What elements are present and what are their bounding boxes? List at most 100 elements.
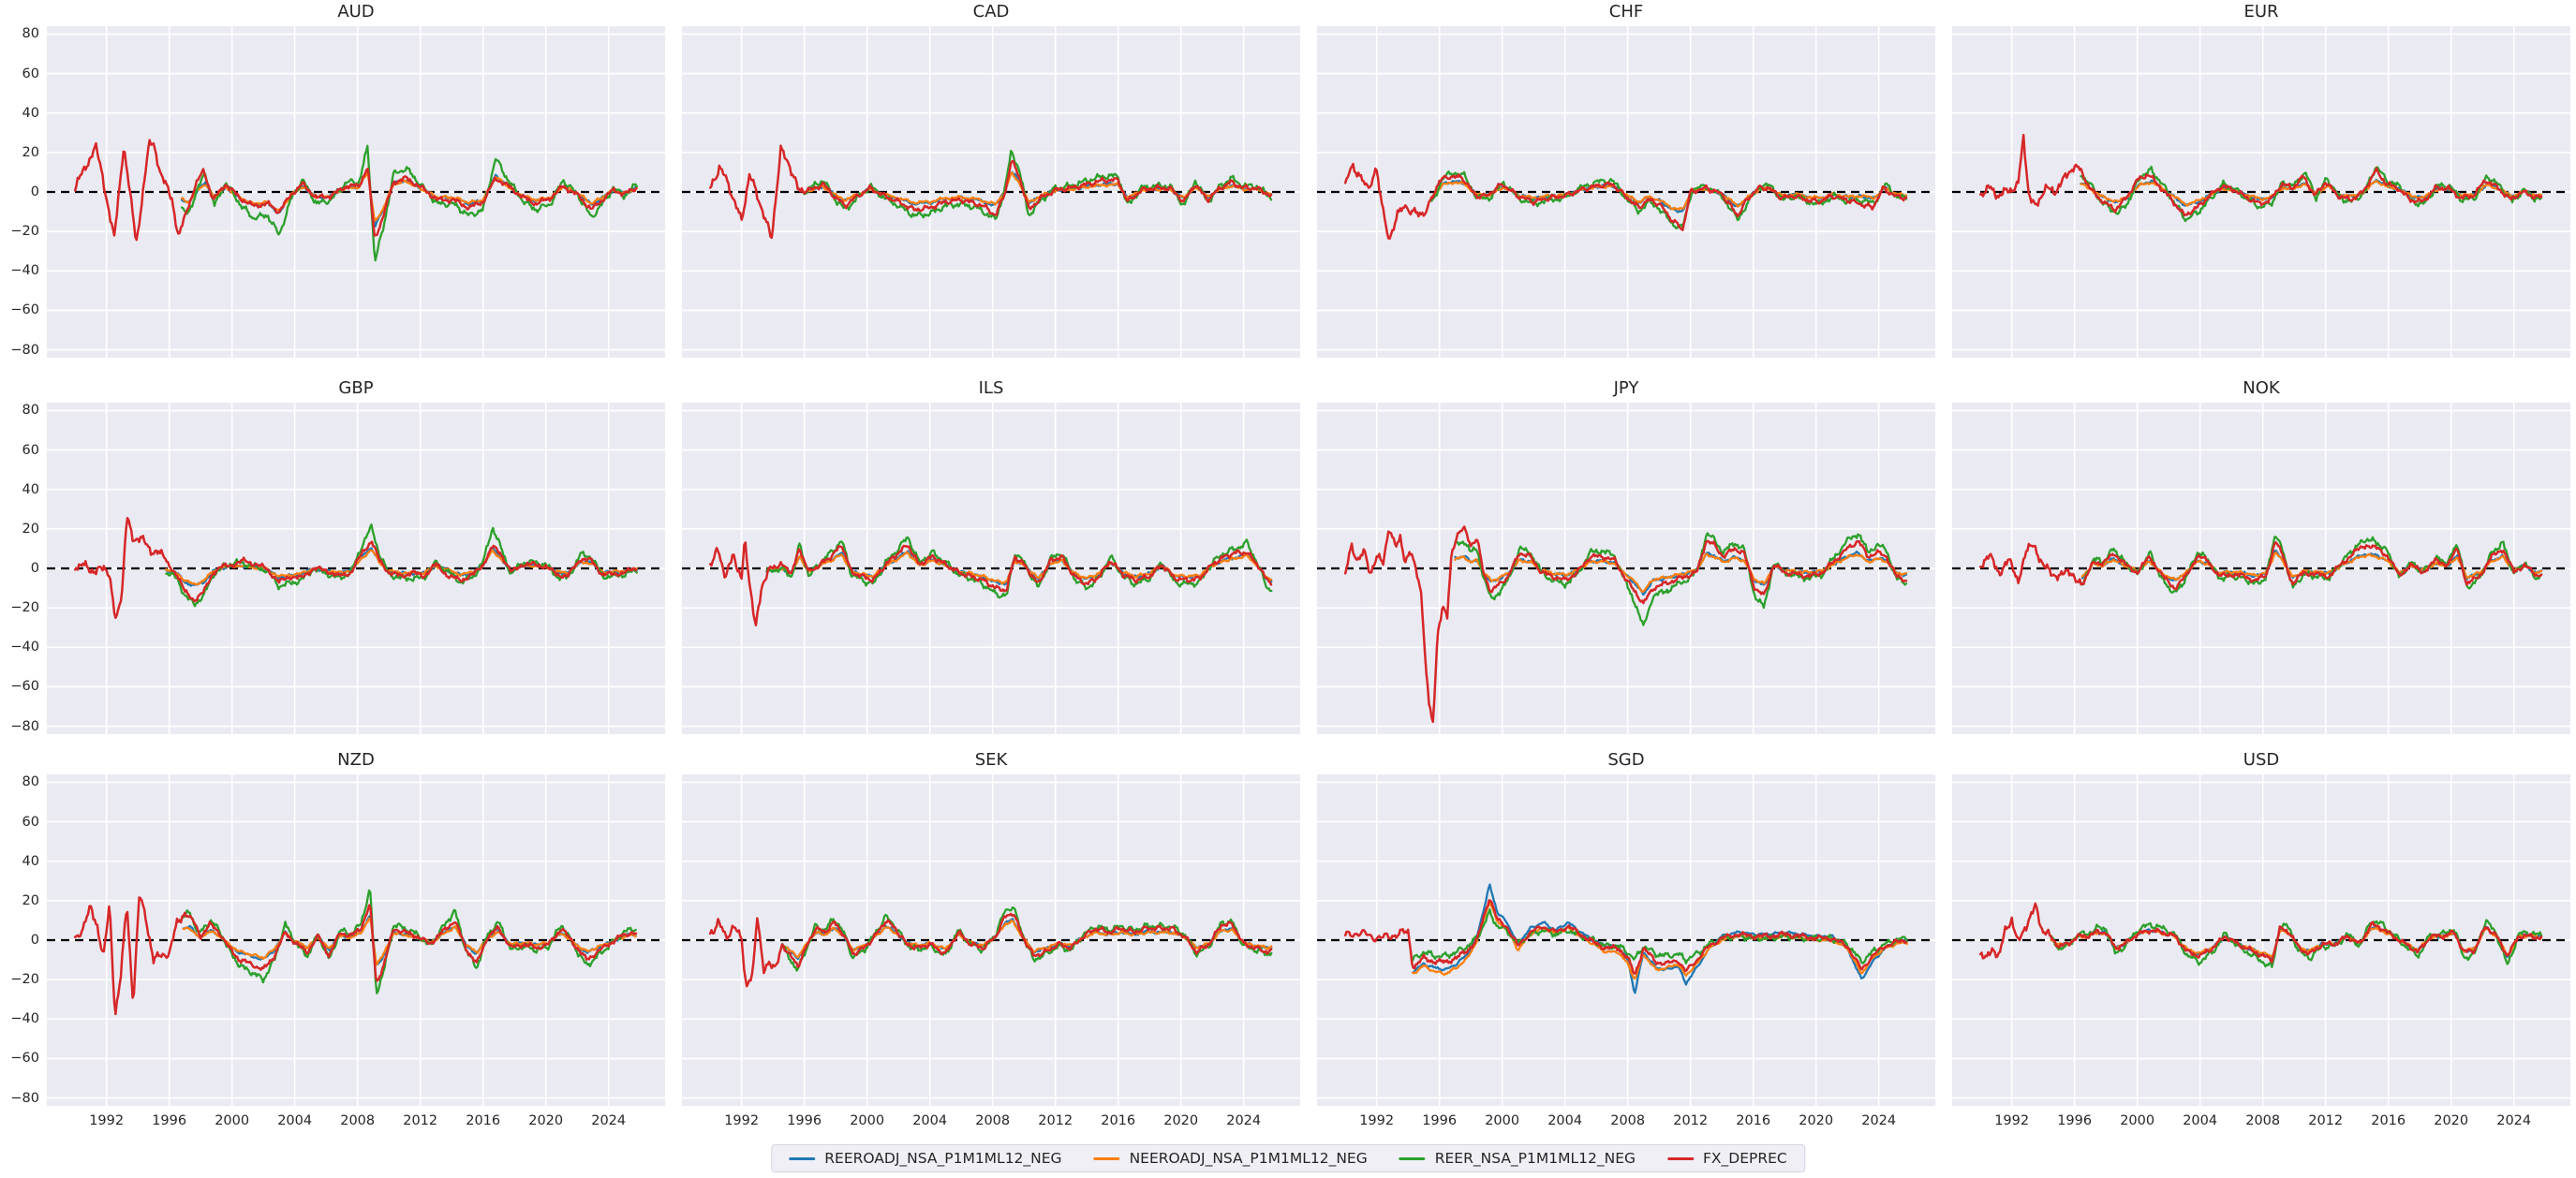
x-axis-tick-label: 2012	[1038, 1113, 1073, 1128]
chart-panel-chf	[1317, 26, 1935, 358]
series-line-reer_nsa_p1m1ml12_neg	[1454, 532, 1908, 626]
series-line-fx_deprec	[73, 517, 638, 620]
x-axis-tick-label: 1996	[2057, 1113, 2093, 1128]
x-axis-tick-label: 2004	[912, 1113, 948, 1128]
legend-line-swatch	[1399, 1156, 1426, 1160]
series-line-fx_deprec	[1978, 133, 2543, 217]
y-axis-tick-label: 60	[22, 442, 39, 458]
chart-panel-cad	[682, 26, 1300, 358]
y-axis-tick-label: 80	[22, 26, 39, 42]
series-line-reer_nsa_p1m1ml12_neg	[803, 150, 1273, 220]
x-axis-tick-label: 2012	[403, 1113, 438, 1128]
series-line-fx_deprec	[1343, 525, 1908, 724]
panel-title: SEK	[974, 750, 1008, 770]
x-axis-tick-label: 2008	[340, 1113, 376, 1128]
chart-panel-eur	[1952, 26, 2570, 358]
y-axis-tick-label: −40	[10, 1011, 39, 1027]
series-line-neeroadj_nsa_p1m1ml12_neg	[182, 917, 637, 966]
panel-title: GBP	[338, 378, 374, 398]
legend-line-swatch	[1667, 1156, 1694, 1160]
panel-title: EUR	[2243, 2, 2279, 22]
y-axis-tick-label: −80	[10, 718, 39, 734]
y-axis-tick-label: −20	[10, 600, 39, 616]
legend-item-neeroadj_nsa_p1m1ml12_neg: NEEROADJ_NSA_P1M1ML12_NEG	[1093, 1150, 1368, 1167]
panel-title: USD	[2243, 750, 2280, 770]
series-line-fx_deprec	[708, 912, 1273, 988]
series-line-neeroadj_nsa_p1m1ml12_neg	[1454, 552, 1908, 593]
x-axis-tick-label: 1992	[1359, 1113, 1395, 1128]
panel-title: AUD	[337, 2, 375, 22]
y-axis-tick-label: −40	[10, 640, 39, 655]
x-axis-tick-label: 2004	[277, 1113, 313, 1128]
series-line-fx_deprec	[708, 541, 1273, 626]
y-axis-tick-label: 0	[30, 561, 39, 576]
x-axis-tick-label: 1992	[1994, 1113, 2030, 1128]
y-axis-tick-label: 40	[22, 105, 39, 121]
series-line-reer_nsa_p1m1ml12_neg	[180, 144, 638, 262]
x-axis-tick-label: 2016	[1101, 1113, 1136, 1128]
y-axis-tick-label: −60	[10, 302, 39, 318]
x-axis-tick-label: 2020	[1799, 1113, 1834, 1128]
y-axis-tick-label: 20	[22, 144, 39, 160]
legend-line-swatch	[789, 1156, 816, 1160]
legend-label: REER_NSA_P1M1ML12_NEG	[1434, 1150, 1636, 1167]
series-line-reer_nsa_p1m1ml12_neg	[2080, 165, 2542, 223]
chart-panel-aud	[47, 26, 665, 358]
series-line-reer_nsa_p1m1ml12_neg	[765, 536, 1273, 599]
x-axis-tick-label: 2004	[2183, 1113, 2218, 1128]
y-axis-tick-label: −40	[10, 263, 39, 279]
x-axis-tick-label: 2008	[2245, 1113, 2281, 1128]
chart-panel-ils	[682, 403, 1300, 734]
y-axis-tick-label: 80	[22, 774, 39, 790]
x-axis-tick-label: 2000	[2120, 1113, 2155, 1128]
y-axis-tick-label: −20	[10, 972, 39, 988]
y-axis-tick-label: −80	[10, 342, 39, 358]
panel-title: CHF	[1608, 2, 1644, 22]
y-axis-tick-label: 20	[22, 521, 39, 537]
series-line-fx_deprec	[73, 139, 638, 242]
y-axis-tick-label: 40	[22, 481, 39, 497]
panel-title: JPY	[1613, 378, 1639, 398]
x-axis-tick-label: 2008	[1610, 1113, 1646, 1128]
x-axis-tick-label: 2020	[528, 1113, 564, 1128]
y-axis-tick-label: 60	[22, 814, 39, 830]
x-axis-tick-label: 2008	[975, 1113, 1011, 1128]
series-line-reer_nsa_p1m1ml12_neg	[182, 889, 637, 994]
chart-panel-usd	[1952, 774, 2570, 1106]
legend-label: REEROADJ_NSA_P1M1ML12_NEG	[824, 1150, 1062, 1167]
y-axis-tick-label: −20	[10, 224, 39, 240]
x-axis-tick-label: 2024	[591, 1113, 627, 1128]
x-axis-tick-label: 2016	[1736, 1113, 1771, 1128]
y-axis-tick-label: 40	[22, 853, 39, 869]
x-axis-tick-label: 2000	[850, 1113, 885, 1128]
x-axis-tick-label: 2012	[2308, 1113, 2344, 1128]
legend-label: FX_DEPREC	[1703, 1150, 1787, 1167]
x-axis-tick-label: 1992	[89, 1113, 125, 1128]
panel-title: SGD	[1607, 750, 1645, 770]
series-line-fx_deprec	[1343, 899, 1908, 975]
y-axis-tick-label: 80	[22, 403, 39, 419]
chart-panel-jpy	[1317, 403, 1935, 734]
series-line-fx_deprec	[1343, 162, 1908, 240]
series-line-fx_deprec	[708, 144, 1273, 240]
series-line-fx_deprec	[1978, 540, 2543, 591]
x-axis-tick-label: 2016	[466, 1113, 501, 1128]
y-axis-tick-label: −60	[10, 679, 39, 695]
panel-title: NOK	[2243, 378, 2280, 398]
x-axis-tick-label: 1996	[1422, 1113, 1458, 1128]
y-axis-tick-label: 0	[30, 933, 39, 948]
x-axis-tick-label: 2012	[1673, 1113, 1709, 1128]
series-line-reer_nsa_p1m1ml12_neg	[781, 906, 1273, 972]
x-axis-tick-label: 2020	[2434, 1113, 2469, 1128]
y-axis-tick-label: 20	[22, 892, 39, 908]
x-axis-tick-label: 2020	[1163, 1113, 1199, 1128]
x-axis-tick-label: 2004	[1547, 1113, 1583, 1128]
x-axis-tick-label: 2024	[1861, 1113, 1897, 1128]
panel-title: CAD	[972, 2, 1010, 22]
x-axis-tick-label: 2024	[1226, 1113, 1262, 1128]
y-axis-tick-label: −80	[10, 1090, 39, 1106]
chart-panel-sgd	[1317, 774, 1935, 1106]
chart-panel-nzd	[47, 774, 665, 1106]
x-axis-tick-label: 2000	[215, 1113, 250, 1128]
